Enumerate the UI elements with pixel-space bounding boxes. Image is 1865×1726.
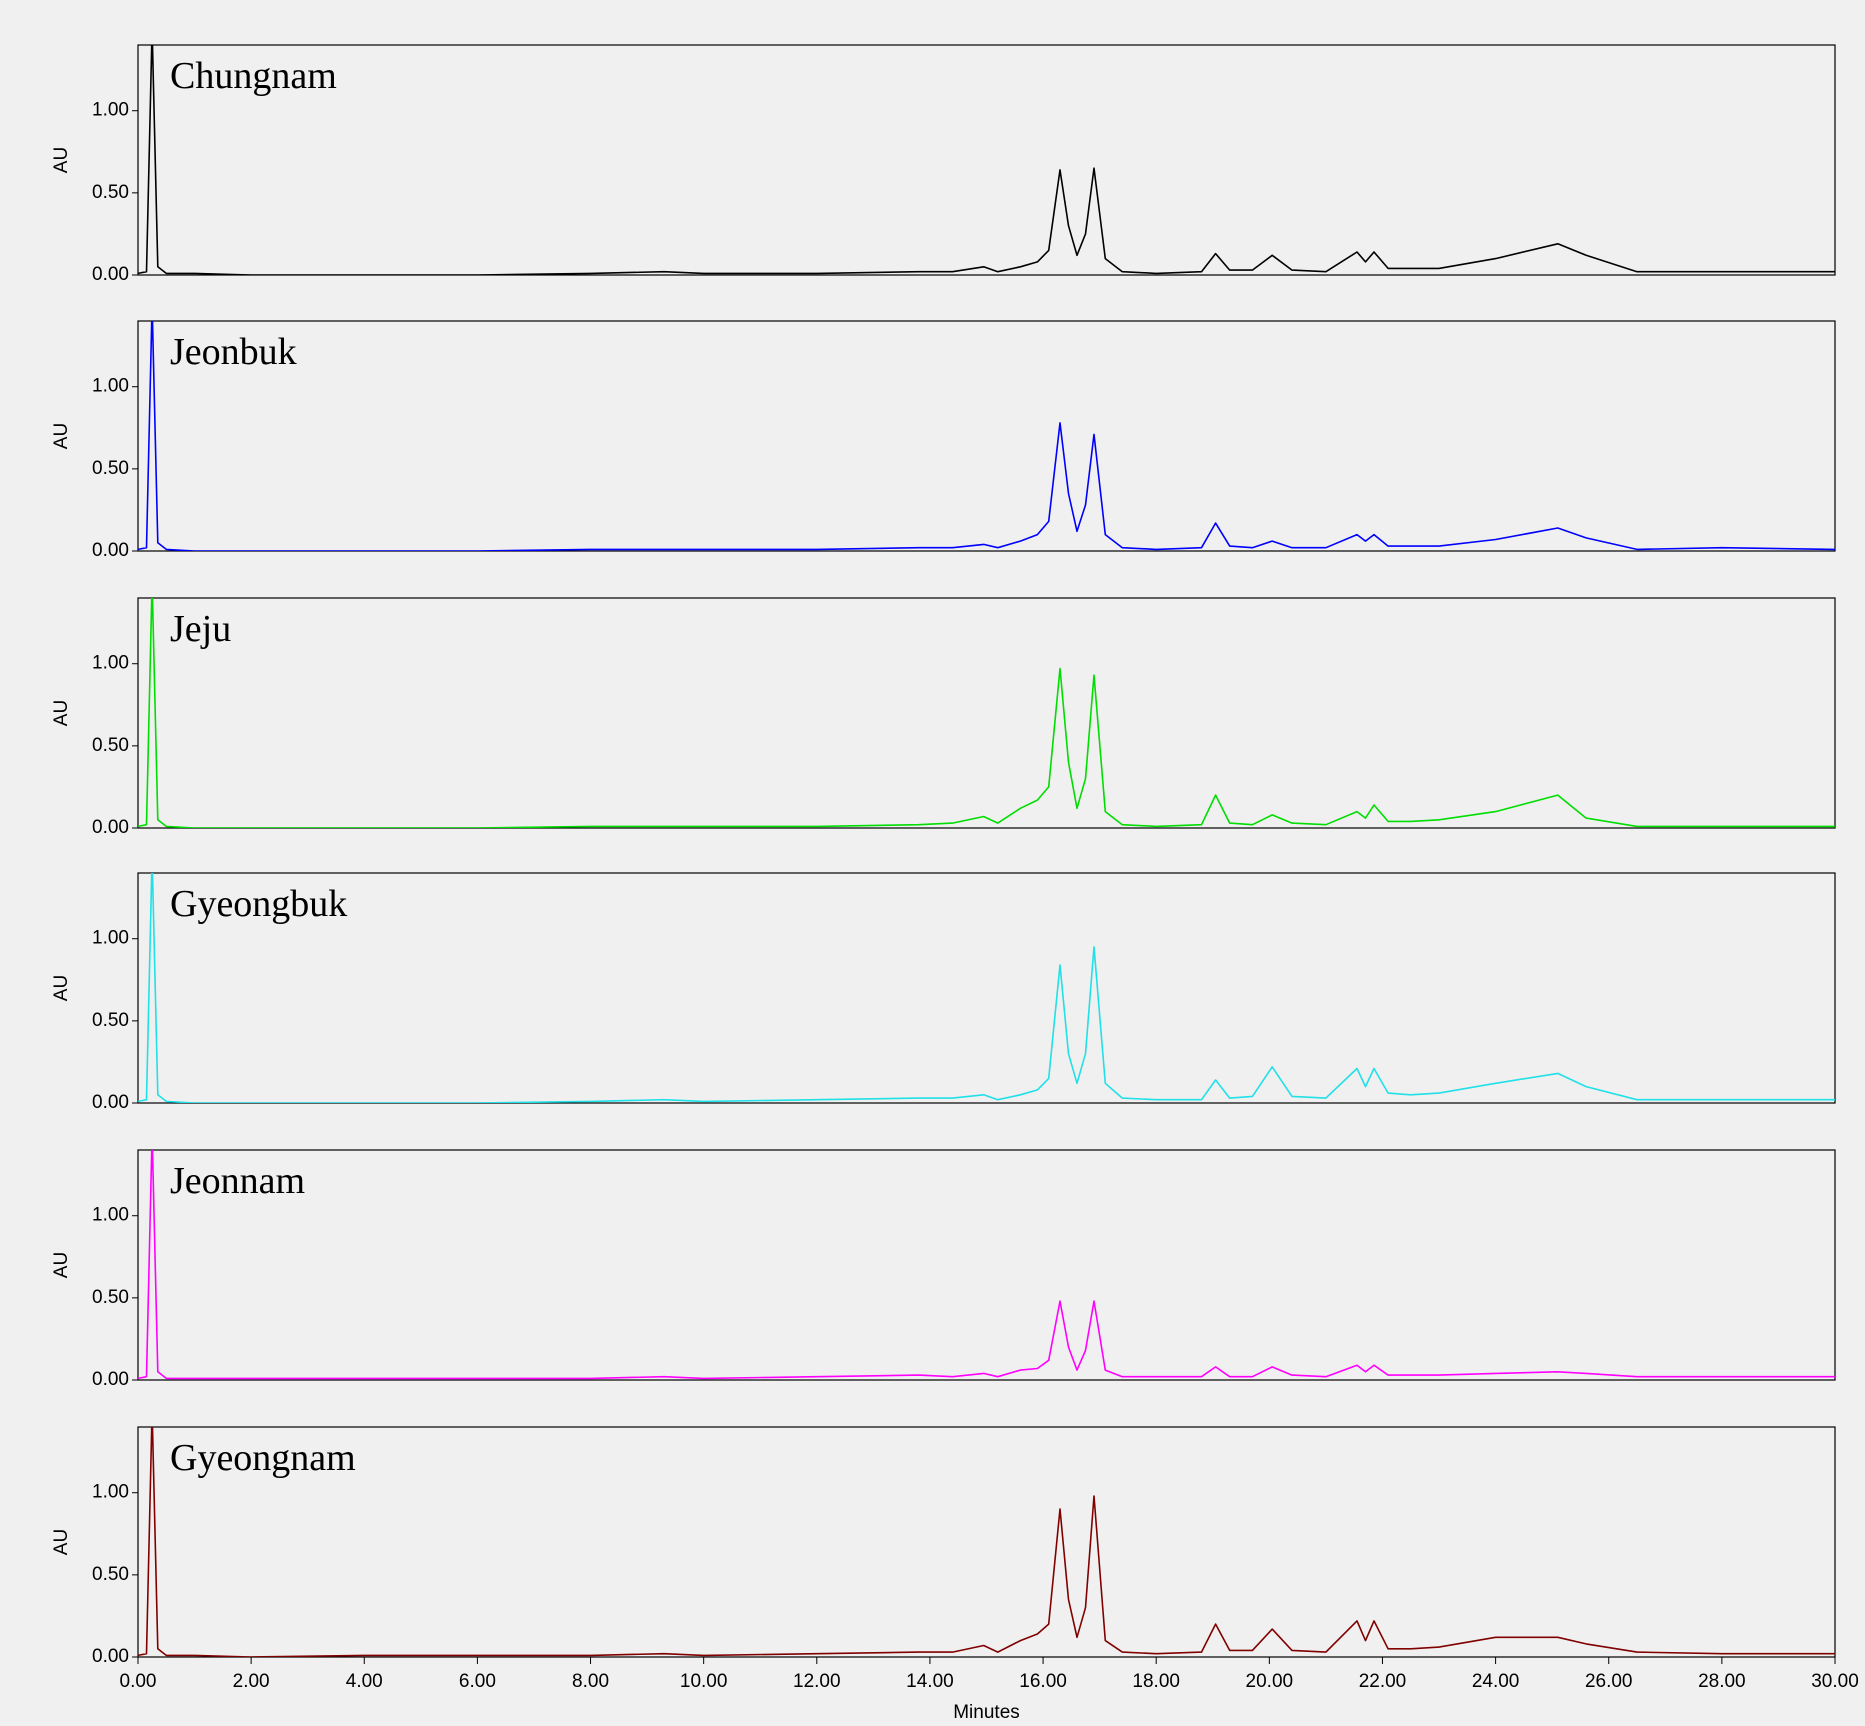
y-axis-label: AU	[51, 1529, 72, 1555]
y-tick-label: 0.00	[92, 540, 129, 561]
y-axis-label: AU	[51, 975, 72, 1001]
x-tick-label: 6.00	[459, 1671, 496, 1692]
y-axis-label: AU	[51, 423, 72, 449]
plot-frame	[137, 320, 1836, 552]
panel-title: Jeonnam	[170, 1160, 305, 1202]
x-tick-label: 28.00	[1698, 1671, 1746, 1692]
x-tick-label: 22.00	[1359, 1671, 1407, 1692]
y-axis-label: AU	[51, 700, 72, 726]
y-tick-label: 0.00	[92, 264, 129, 285]
panel-title: Gyeongbuk	[170, 883, 347, 925]
y-tick-label: 0.50	[92, 1010, 129, 1031]
y-tick-label: 1.00	[92, 376, 129, 397]
y-tick-label: 0.00	[92, 817, 129, 838]
panel-title: Gyeongnam	[170, 1437, 356, 1479]
chromatogram-line	[138, 321, 1835, 551]
panel-title: Jeju	[170, 608, 231, 650]
y-tick-label: 0.00	[92, 1646, 129, 1667]
x-tick-label: 30.00	[1811, 1671, 1859, 1692]
x-tick-label: 18.00	[1132, 1671, 1180, 1692]
x-tick-label: 4.00	[346, 1671, 383, 1692]
y-tick-label: 0.50	[92, 1564, 129, 1585]
y-tick-label: 0.50	[92, 1287, 129, 1308]
y-axis-label: AU	[51, 147, 72, 173]
x-tick-label: 20.00	[1246, 1671, 1294, 1692]
chromatogram-line	[138, 45, 1835, 275]
chromatogram-line	[138, 873, 1835, 1103]
plot-frame	[137, 1426, 1836, 1658]
y-tick-label: 1.00	[92, 100, 129, 121]
y-tick-label: 1.00	[92, 928, 129, 949]
plot-frame	[137, 872, 1836, 1104]
x-tick-label: 14.00	[906, 1671, 954, 1692]
y-tick-label: 1.00	[92, 1205, 129, 1226]
plot-frame	[137, 597, 1836, 829]
y-tick-label: 1.00	[92, 653, 129, 674]
panel-title: Jeonbuk	[170, 331, 297, 373]
y-tick-label: 0.00	[92, 1092, 129, 1113]
x-tick-label: 2.00	[233, 1671, 270, 1692]
y-axis-label: AU	[51, 1252, 72, 1278]
x-tick-label: 10.00	[680, 1671, 728, 1692]
plot-frame	[137, 1149, 1836, 1381]
y-tick-label: 0.00	[92, 1369, 129, 1390]
plot-frame	[137, 44, 1836, 276]
x-tick-label: 16.00	[1019, 1671, 1067, 1692]
chromatogram-line	[138, 1427, 1835, 1657]
panel-title: Chungnam	[170, 55, 337, 97]
y-tick-label: 0.50	[92, 182, 129, 203]
x-axis-label: Minutes	[953, 1702, 1020, 1723]
chromatogram-line	[138, 1150, 1835, 1380]
x-tick-label: 24.00	[1472, 1671, 1520, 1692]
y-tick-label: 0.50	[92, 735, 129, 756]
x-tick-label: 26.00	[1585, 1671, 1633, 1692]
chromatogram-line	[138, 598, 1835, 828]
x-tick-label: 8.00	[572, 1671, 609, 1692]
y-tick-label: 0.50	[92, 458, 129, 479]
x-tick-label: 0.00	[120, 1671, 157, 1692]
y-tick-label: 1.00	[92, 1482, 129, 1503]
x-tick-label: 12.00	[793, 1671, 841, 1692]
